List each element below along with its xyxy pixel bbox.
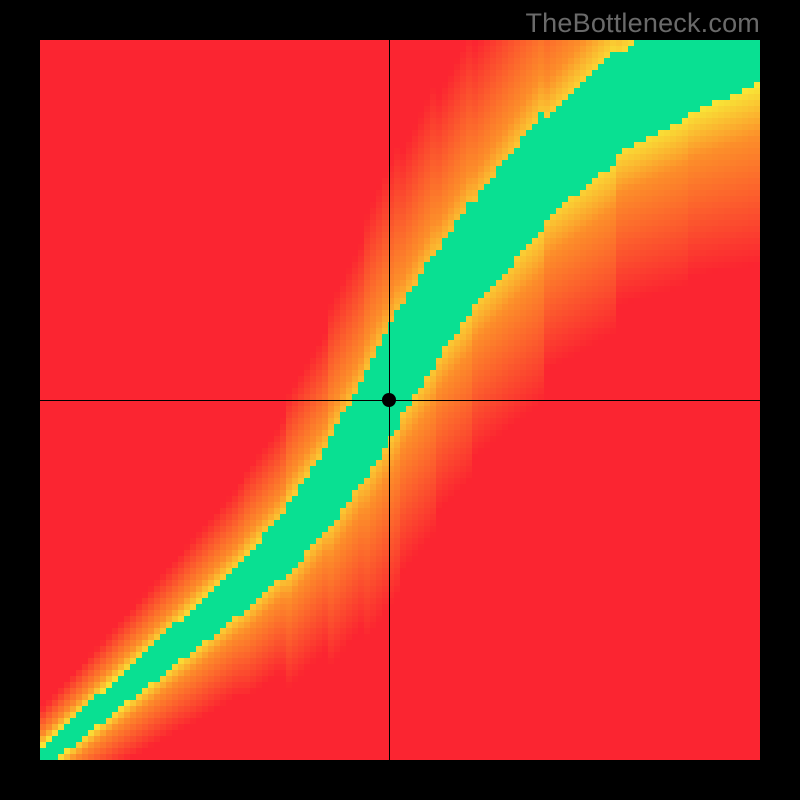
chart-container: TheBottleneck.com <box>0 0 800 800</box>
watermark-text: TheBottleneck.com <box>525 8 760 39</box>
crosshair-horizontal <box>40 400 760 401</box>
